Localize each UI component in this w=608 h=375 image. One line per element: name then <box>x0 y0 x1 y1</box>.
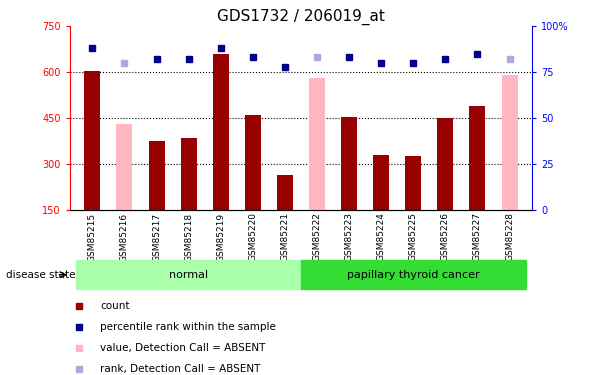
Bar <box>373 155 389 210</box>
Text: GSM85222: GSM85222 <box>313 212 322 261</box>
Text: percentile rank within the sample: percentile rank within the sample <box>100 322 276 332</box>
Text: GSM85228: GSM85228 <box>505 212 514 261</box>
Text: papillary thyroid cancer: papillary thyroid cancer <box>347 270 480 280</box>
Bar <box>502 75 517 210</box>
Text: GSM85225: GSM85225 <box>409 212 418 261</box>
Text: normal: normal <box>169 270 208 280</box>
Bar <box>469 106 485 210</box>
Text: value, Detection Call = ABSENT: value, Detection Call = ABSENT <box>100 344 265 353</box>
Bar <box>117 124 133 210</box>
Text: disease state: disease state <box>6 270 75 280</box>
Text: GSM85219: GSM85219 <box>216 212 225 262</box>
Text: GSM85224: GSM85224 <box>377 212 385 261</box>
Text: GSM85217: GSM85217 <box>152 212 161 262</box>
Text: GSM85223: GSM85223 <box>345 212 354 261</box>
Bar <box>309 78 325 210</box>
Text: rank, Detection Call = ABSENT: rank, Detection Call = ABSENT <box>100 364 260 374</box>
Text: GSM85215: GSM85215 <box>88 212 97 262</box>
Bar <box>341 117 357 210</box>
Text: GSM85220: GSM85220 <box>248 212 257 261</box>
Text: GSM85226: GSM85226 <box>441 212 450 261</box>
Bar <box>245 115 261 210</box>
Title: GDS1732 / 206019_at: GDS1732 / 206019_at <box>217 9 385 25</box>
Bar <box>406 156 421 210</box>
Bar <box>437 118 454 210</box>
Bar <box>277 175 293 210</box>
Bar <box>85 70 100 210</box>
Text: GSM85221: GSM85221 <box>280 212 289 261</box>
Text: count: count <box>100 302 130 312</box>
Text: GSM85216: GSM85216 <box>120 212 129 262</box>
Text: GSM85218: GSM85218 <box>184 212 193 262</box>
Bar <box>301 260 525 289</box>
Bar <box>77 260 301 289</box>
Bar <box>181 138 196 210</box>
Bar <box>213 54 229 210</box>
Text: GSM85227: GSM85227 <box>473 212 482 261</box>
Bar <box>148 141 165 210</box>
